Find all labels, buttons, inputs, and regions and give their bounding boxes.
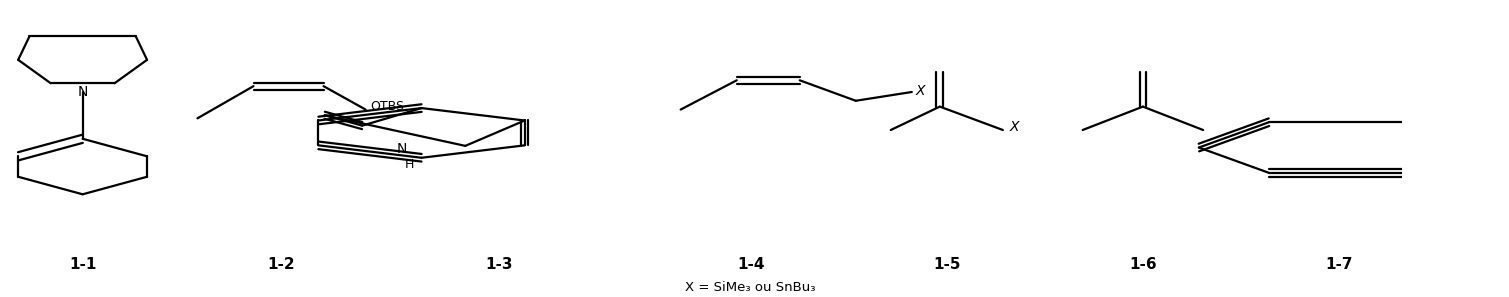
Text: 1-1: 1-1 — [69, 257, 97, 272]
Text: H: H — [404, 158, 413, 171]
Text: N: N — [77, 85, 88, 99]
Text: 1-3: 1-3 — [484, 257, 513, 272]
Text: X = SiMe₃ ou SnBu₃: X = SiMe₃ ou SnBu₃ — [685, 281, 816, 294]
Text: 1-5: 1-5 — [933, 257, 961, 272]
Text: OTBS: OTBS — [370, 100, 404, 113]
Text: X: X — [916, 83, 925, 97]
Text: X: X — [1010, 120, 1020, 134]
Text: N: N — [397, 142, 407, 156]
Text: 1-2: 1-2 — [267, 257, 296, 272]
Text: 1-7: 1-7 — [1325, 257, 1352, 272]
Text: 1-6: 1-6 — [1129, 257, 1157, 272]
Text: 1-4: 1-4 — [736, 257, 765, 272]
